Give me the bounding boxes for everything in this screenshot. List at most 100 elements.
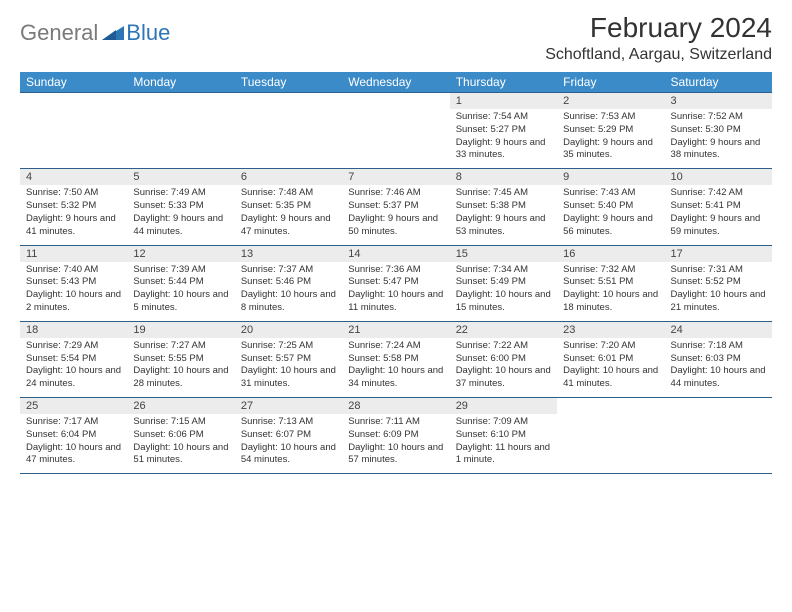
day-number: 23 <box>557 322 664 338</box>
day-number: 17 <box>665 246 772 262</box>
day-cell: 4Sunrise: 7:50 AMSunset: 5:32 PMDaylight… <box>20 169 127 245</box>
day-cell: 5Sunrise: 7:49 AMSunset: 5:33 PMDaylight… <box>127 169 234 245</box>
day-cell: 19Sunrise: 7:27 AMSunset: 5:55 PMDayligh… <box>127 321 234 397</box>
day-details: Sunrise: 7:34 AMSunset: 5:49 PMDaylight:… <box>450 262 557 321</box>
day-details: Sunrise: 7:15 AMSunset: 6:06 PMDaylight:… <box>127 414 234 473</box>
location: Schoftland, Aargau, Switzerland <box>545 46 772 64</box>
calendar-table: Sunday Monday Tuesday Wednesday Thursday… <box>20 72 772 473</box>
header: General Blue February 2024 Schoftland, A… <box>20 12 772 64</box>
title-block: February 2024 Schoftland, Aargau, Switze… <box>545 12 772 64</box>
day-number: 22 <box>450 322 557 338</box>
day-number: 14 <box>342 246 449 262</box>
dayhead-sun: Sunday <box>20 72 127 93</box>
day-details: Sunrise: 7:50 AMSunset: 5:32 PMDaylight:… <box>20 185 127 244</box>
day-details: Sunrise: 7:42 AMSunset: 5:41 PMDaylight:… <box>665 185 772 244</box>
day-number: 15 <box>450 246 557 262</box>
dayhead-fri: Friday <box>557 72 664 93</box>
day-cell: 11Sunrise: 7:40 AMSunset: 5:43 PMDayligh… <box>20 245 127 321</box>
day-cell: 6Sunrise: 7:48 AMSunset: 5:35 PMDaylight… <box>235 169 342 245</box>
day-number: 26 <box>127 398 234 414</box>
day-number: 9 <box>557 169 664 185</box>
month-title: February 2024 <box>545 12 772 44</box>
day-details: Sunrise: 7:48 AMSunset: 5:35 PMDaylight:… <box>235 185 342 244</box>
day-details: Sunrise: 7:25 AMSunset: 5:57 PMDaylight:… <box>235 338 342 397</box>
day-cell: 20Sunrise: 7:25 AMSunset: 5:57 PMDayligh… <box>235 321 342 397</box>
day-cell: 7Sunrise: 7:46 AMSunset: 5:37 PMDaylight… <box>342 169 449 245</box>
logo-text-blue: Blue <box>126 20 170 46</box>
day-number: 27 <box>235 398 342 414</box>
day-cell <box>342 93 449 169</box>
calendar-bottom-border <box>20 473 772 474</box>
day-number: 4 <box>20 169 127 185</box>
day-cell: 2Sunrise: 7:53 AMSunset: 5:29 PMDaylight… <box>557 93 664 169</box>
day-details: Sunrise: 7:36 AMSunset: 5:47 PMDaylight:… <box>342 262 449 321</box>
day-cell <box>665 398 772 474</box>
day-cell: 18Sunrise: 7:29 AMSunset: 5:54 PMDayligh… <box>20 321 127 397</box>
day-details: Sunrise: 7:52 AMSunset: 5:30 PMDaylight:… <box>665 109 772 168</box>
day-cell: 21Sunrise: 7:24 AMSunset: 5:58 PMDayligh… <box>342 321 449 397</box>
day-number: 19 <box>127 322 234 338</box>
day-details: Sunrise: 7:24 AMSunset: 5:58 PMDaylight:… <box>342 338 449 397</box>
week-row: 4Sunrise: 7:50 AMSunset: 5:32 PMDaylight… <box>20 169 772 245</box>
day-number: 3 <box>665 93 772 109</box>
day-number: 1 <box>450 93 557 109</box>
day-header-row: Sunday Monday Tuesday Wednesday Thursday… <box>20 72 772 93</box>
day-cell: 3Sunrise: 7:52 AMSunset: 5:30 PMDaylight… <box>665 93 772 169</box>
day-cell: 14Sunrise: 7:36 AMSunset: 5:47 PMDayligh… <box>342 245 449 321</box>
day-cell <box>557 398 664 474</box>
dayhead-mon: Monday <box>127 72 234 93</box>
day-number: 20 <box>235 322 342 338</box>
dayhead-tue: Tuesday <box>235 72 342 93</box>
day-cell: 29Sunrise: 7:09 AMSunset: 6:10 PMDayligh… <box>450 398 557 474</box>
day-details: Sunrise: 7:45 AMSunset: 5:38 PMDaylight:… <box>450 185 557 244</box>
day-details: Sunrise: 7:20 AMSunset: 6:01 PMDaylight:… <box>557 338 664 397</box>
day-cell: 24Sunrise: 7:18 AMSunset: 6:03 PMDayligh… <box>665 321 772 397</box>
day-number: 13 <box>235 246 342 262</box>
day-number: 5 <box>127 169 234 185</box>
day-number: 21 <box>342 322 449 338</box>
day-cell: 28Sunrise: 7:11 AMSunset: 6:09 PMDayligh… <box>342 398 449 474</box>
day-details: Sunrise: 7:39 AMSunset: 5:44 PMDaylight:… <box>127 262 234 321</box>
day-number: 29 <box>450 398 557 414</box>
day-details: Sunrise: 7:27 AMSunset: 5:55 PMDaylight:… <box>127 338 234 397</box>
day-details: Sunrise: 7:53 AMSunset: 5:29 PMDaylight:… <box>557 109 664 168</box>
day-details: Sunrise: 7:40 AMSunset: 5:43 PMDaylight:… <box>20 262 127 321</box>
day-details: Sunrise: 7:11 AMSunset: 6:09 PMDaylight:… <box>342 414 449 473</box>
week-row: 18Sunrise: 7:29 AMSunset: 5:54 PMDayligh… <box>20 321 772 397</box>
day-number: 10 <box>665 169 772 185</box>
day-details: Sunrise: 7:46 AMSunset: 5:37 PMDaylight:… <box>342 185 449 244</box>
day-number: 28 <box>342 398 449 414</box>
day-cell: 16Sunrise: 7:32 AMSunset: 5:51 PMDayligh… <box>557 245 664 321</box>
day-cell: 1Sunrise: 7:54 AMSunset: 5:27 PMDaylight… <box>450 93 557 169</box>
day-details: Sunrise: 7:17 AMSunset: 6:04 PMDaylight:… <box>20 414 127 473</box>
day-details: Sunrise: 7:29 AMSunset: 5:54 PMDaylight:… <box>20 338 127 397</box>
day-details: Sunrise: 7:49 AMSunset: 5:33 PMDaylight:… <box>127 185 234 244</box>
day-details: Sunrise: 7:09 AMSunset: 6:10 PMDaylight:… <box>450 414 557 473</box>
day-cell: 26Sunrise: 7:15 AMSunset: 6:06 PMDayligh… <box>127 398 234 474</box>
day-number: 2 <box>557 93 664 109</box>
day-details: Sunrise: 7:43 AMSunset: 5:40 PMDaylight:… <box>557 185 664 244</box>
dayhead-thu: Thursday <box>450 72 557 93</box>
day-number: 18 <box>20 322 127 338</box>
day-cell: 17Sunrise: 7:31 AMSunset: 5:52 PMDayligh… <box>665 245 772 321</box>
day-cell: 12Sunrise: 7:39 AMSunset: 5:44 PMDayligh… <box>127 245 234 321</box>
dayhead-wed: Wednesday <box>342 72 449 93</box>
day-details: Sunrise: 7:31 AMSunset: 5:52 PMDaylight:… <box>665 262 772 321</box>
day-number: 25 <box>20 398 127 414</box>
day-details: Sunrise: 7:18 AMSunset: 6:03 PMDaylight:… <box>665 338 772 397</box>
logo: General Blue <box>20 12 170 46</box>
day-cell: 15Sunrise: 7:34 AMSunset: 5:49 PMDayligh… <box>450 245 557 321</box>
day-cell: 13Sunrise: 7:37 AMSunset: 5:46 PMDayligh… <box>235 245 342 321</box>
day-cell: 9Sunrise: 7:43 AMSunset: 5:40 PMDaylight… <box>557 169 664 245</box>
day-cell: 10Sunrise: 7:42 AMSunset: 5:41 PMDayligh… <box>665 169 772 245</box>
day-number: 16 <box>557 246 664 262</box>
day-cell: 8Sunrise: 7:45 AMSunset: 5:38 PMDaylight… <box>450 169 557 245</box>
day-details: Sunrise: 7:13 AMSunset: 6:07 PMDaylight:… <box>235 414 342 473</box>
day-cell: 25Sunrise: 7:17 AMSunset: 6:04 PMDayligh… <box>20 398 127 474</box>
day-cell: 22Sunrise: 7:22 AMSunset: 6:00 PMDayligh… <box>450 321 557 397</box>
dayhead-sat: Saturday <box>665 72 772 93</box>
week-row: 25Sunrise: 7:17 AMSunset: 6:04 PMDayligh… <box>20 398 772 474</box>
day-details: Sunrise: 7:22 AMSunset: 6:00 PMDaylight:… <box>450 338 557 397</box>
day-details: Sunrise: 7:32 AMSunset: 5:51 PMDaylight:… <box>557 262 664 321</box>
day-cell <box>20 93 127 169</box>
